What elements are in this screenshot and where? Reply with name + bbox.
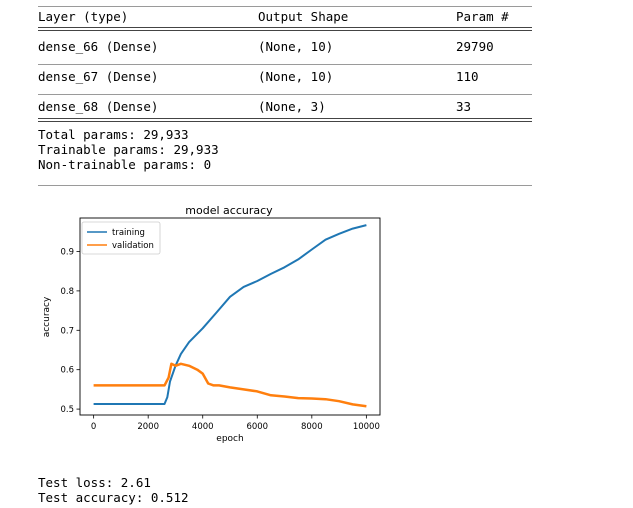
series-line-training <box>93 224 367 405</box>
x-tick-label: 4000 <box>192 422 214 432</box>
x-tick-label: 10000 <box>353 422 380 432</box>
row-output-shape: (None, 10) <box>258 39 334 54</box>
y-tick-label: 0.8 <box>60 287 74 297</box>
header-output-shape: Output Shape <box>258 9 349 24</box>
header-double-rule <box>38 27 532 31</box>
test-loss: Test loss: 2.61 <box>38 475 151 490</box>
y-tick-label: 0.7 <box>60 326 74 336</box>
trainable-params: Trainable params: 29,933 <box>38 142 219 157</box>
summary-top-rule <box>38 6 532 7</box>
x-axis-label: epoch <box>216 434 243 444</box>
row-layer-name: dense_67 (Dense) <box>38 69 159 84</box>
y-axis-label: accuracy <box>42 296 52 337</box>
header-layer: Layer (type) <box>38 9 129 24</box>
row-param-count: 33 <box>456 99 472 114</box>
row-param-count: 110 <box>456 69 479 84</box>
row-layer-name: dense_66 (Dense) <box>38 39 159 54</box>
row-separator <box>38 94 532 95</box>
x-tick-label: 0 <box>91 422 96 432</box>
row-param-count: 29790 <box>456 39 494 54</box>
chart-legend: training validation <box>81 221 161 255</box>
legend-label-validation: validation <box>112 241 154 251</box>
test-accuracy: Test accuracy: 0.512 <box>38 490 189 505</box>
y-tick-label: 0.9 <box>60 247 74 257</box>
x-tick-label: 8000 <box>301 422 323 432</box>
legend-label-training: training <box>112 228 145 238</box>
row-layer-name: dense_68 (Dense) <box>38 99 159 114</box>
row-output-shape: (None, 10) <box>258 69 334 84</box>
y-tick-label: 0.5 <box>60 405 74 415</box>
y-tick-label: 0.6 <box>60 366 74 376</box>
row-output-shape: (None, 3) <box>258 99 326 114</box>
summary-bottom-rule <box>38 185 532 186</box>
x-tick-label: 2000 <box>137 422 159 432</box>
series-line-validation <box>93 362 367 408</box>
non-trainable-params: Non-trainable params: 0 <box>38 157 212 172</box>
x-tick-label: 6000 <box>246 422 268 432</box>
total-params: Total params: 29,933 <box>38 127 189 142</box>
chart-title: model accuracy <box>185 204 273 217</box>
plot-frame <box>79 217 381 416</box>
row-separator <box>38 64 532 65</box>
header-param-count: Param # <box>456 9 509 24</box>
legend-box <box>81 221 161 255</box>
footer-double-rule <box>38 118 532 122</box>
